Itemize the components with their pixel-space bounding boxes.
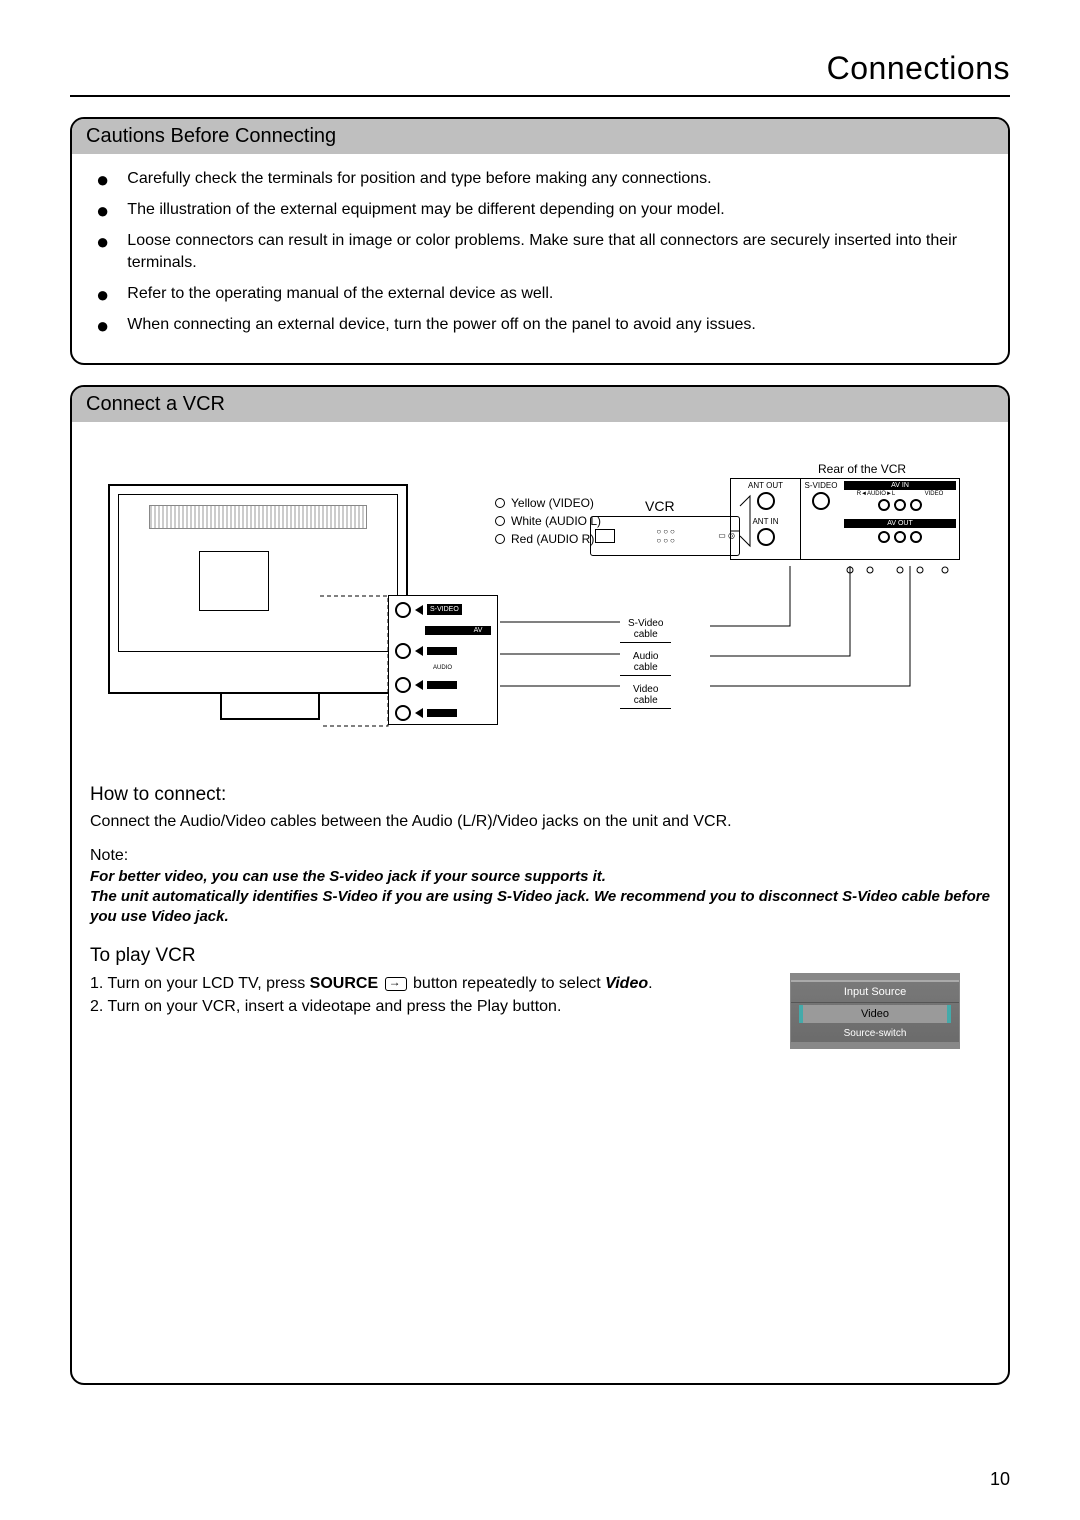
cautions-header: Cautions Before Connecting bbox=[72, 119, 1008, 154]
caution-text: Loose connectors can result in image or … bbox=[127, 230, 984, 275]
tv-port-panel: S-VIDEO AV AUDIO bbox=[388, 595, 498, 725]
bullet-icon: ● bbox=[96, 284, 109, 306]
list-item: ● The illustration of the external equipm… bbox=[96, 199, 984, 222]
port-label: AV bbox=[425, 626, 491, 635]
legend-white: White (AUDIO L) bbox=[511, 514, 601, 528]
step-text: . bbox=[648, 975, 652, 992]
bullet-icon: ● bbox=[96, 200, 109, 222]
vcr-unit-label: VCR bbox=[645, 498, 675, 514]
note-label: Note: bbox=[90, 847, 990, 865]
tv-illustration bbox=[108, 484, 408, 694]
port-video bbox=[389, 637, 497, 665]
vcr-header: Connect a VCR bbox=[72, 387, 1008, 422]
cautions-section: Cautions Before Connecting ● Carefully ch… bbox=[70, 117, 1010, 365]
port-label: AV IN bbox=[844, 481, 956, 490]
cable-labels: S-Video cable Audio cable Video cable bbox=[620, 616, 671, 715]
video-keyword: Video bbox=[605, 975, 648, 992]
howto-heading: How to connect: bbox=[90, 784, 990, 806]
rear-panel-label: Rear of the VCR bbox=[818, 462, 906, 476]
source-icon bbox=[385, 977, 407, 991]
port-audio-l bbox=[389, 671, 497, 699]
legend-yellow: Yellow (VIDEO) bbox=[511, 496, 594, 510]
vcr-section: Connect a VCR bbox=[70, 385, 1010, 1385]
tv-stand bbox=[220, 692, 320, 720]
input-source-osd: Input Source Video Source-switch bbox=[790, 973, 960, 1049]
caution-text: Refer to the operating manual of the ext… bbox=[127, 283, 553, 305]
osd-selected: Video bbox=[799, 1005, 951, 1023]
port-label: S-VIDEO bbox=[427, 604, 462, 615]
page-number: 10 bbox=[990, 1469, 1010, 1490]
caution-text: When connecting an external device, turn… bbox=[127, 314, 756, 336]
tv-speaker bbox=[149, 505, 367, 529]
port-label: ANT OUT bbox=[733, 481, 798, 490]
cable-video-label: Video cable bbox=[620, 682, 671, 709]
port-label: R◄AUDIO►L bbox=[857, 491, 896, 497]
connection-diagram: S-VIDEO AV AUDIO Yellow (VIDEO) White (A… bbox=[90, 436, 990, 766]
port-label: VIDEO bbox=[925, 491, 944, 497]
play-steps: 1. Turn on your LCD TV, press SOURCE but… bbox=[90, 973, 990, 1018]
bullet-icon: ● bbox=[96, 315, 109, 337]
list-item: ● Loose connectors can result in image or… bbox=[96, 230, 984, 275]
tv-mount bbox=[199, 551, 269, 611]
vcr-rear-panel: ANT OUT ANT IN S-VIDEO AV IN R◄AUDIO►L VI… bbox=[730, 478, 960, 560]
vcr-unit: ○○○○○○ ▭ ◎ bbox=[590, 516, 740, 556]
cautions-list: ● Carefully check the terminals for posit… bbox=[72, 154, 1008, 363]
list-item: ● When connecting an external device, tur… bbox=[96, 314, 984, 337]
port-audio-r bbox=[389, 699, 497, 727]
list-item: ● Carefully check the terminals for posit… bbox=[96, 168, 984, 191]
howto-body: Connect the Audio/Video cables between t… bbox=[90, 812, 990, 833]
port-label: AV OUT bbox=[844, 519, 956, 528]
port-svideo: S-VIDEO bbox=[389, 596, 497, 624]
osd-title: Input Source bbox=[791, 980, 959, 1003]
step-text: 1. Turn on your LCD TV, press bbox=[90, 975, 310, 992]
tv-screen bbox=[118, 494, 398, 652]
source-keyword: SOURCE bbox=[310, 975, 378, 992]
cable-audio-label: Audio cable bbox=[620, 649, 671, 676]
port-label: ANT IN bbox=[733, 517, 798, 526]
play-heading: To play VCR bbox=[90, 945, 990, 967]
list-item: ● Refer to the operating manual of the ex… bbox=[96, 283, 984, 306]
caution-text: The illustration of the external equipme… bbox=[127, 199, 724, 221]
osd-footer: Source-switch bbox=[791, 1025, 959, 1042]
port-label: S-VIDEO bbox=[803, 481, 839, 490]
caution-text: Carefully check the terminals for positi… bbox=[127, 168, 711, 190]
bullet-icon: ● bbox=[96, 169, 109, 191]
cable-color-legend: Yellow (VIDEO) White (AUDIO L) Red (AUDI… bbox=[495, 496, 601, 550]
page-title: Connections bbox=[70, 50, 1010, 97]
step-text: button repeatedly to select bbox=[413, 975, 605, 992]
cable-svideo-label: S-Video cable bbox=[620, 616, 671, 643]
note-body: For better video, you can use the S-vide… bbox=[90, 867, 990, 928]
bullet-icon: ● bbox=[96, 231, 109, 253]
legend-red: Red (AUDIO R) bbox=[511, 532, 594, 546]
